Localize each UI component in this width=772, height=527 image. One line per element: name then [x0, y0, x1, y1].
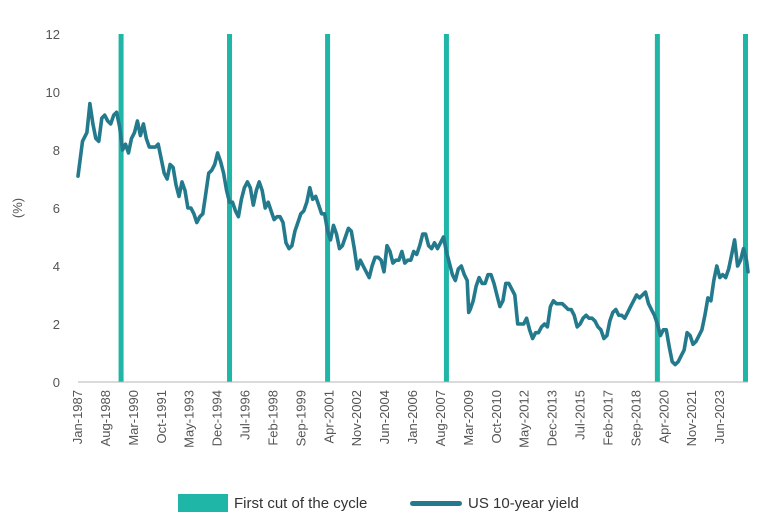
x-tick-label: Nov-2002	[349, 390, 364, 446]
legend-label-yield: US 10-year yield	[468, 494, 579, 512]
legend-swatch-first-cut	[178, 494, 228, 512]
first-cut-bar	[325, 34, 331, 382]
y-tick-label: 4	[53, 259, 60, 274]
y-tick-label: 8	[53, 143, 60, 158]
y-tick-label: 2	[53, 317, 60, 332]
y-axis-ticks: 0 2 4 6 8 10 12	[46, 27, 60, 390]
x-tick-label: Dec-1994	[210, 390, 225, 446]
x-tick-label: Sep-2018	[628, 390, 643, 446]
first-cut-bar	[227, 34, 233, 382]
y-axis-title: (%)	[10, 198, 25, 218]
x-tick-label: Jul-1996	[238, 390, 253, 440]
x-tick-label: Mar-2009	[461, 390, 476, 446]
first-cut-bar	[118, 34, 124, 382]
x-tick-label: Dec-2013	[545, 390, 560, 446]
yield-line-layer	[76, 101, 750, 367]
x-tick-label: Jul-2015	[573, 390, 588, 440]
x-tick-label: Jan-1987	[70, 390, 85, 444]
legend-swatch-yield	[410, 500, 462, 506]
x-tick-label: Aug-2007	[433, 390, 448, 446]
x-tick-label: Feb-2017	[600, 390, 615, 446]
legend-item-yield: US 10-year yield	[410, 490, 579, 516]
yield-line	[76, 101, 750, 367]
x-axis-ticks: Jan-1987 Aug-1988 Mar-1990 Oct-1991 May-1993…	[70, 390, 727, 448]
x-tick-label: Sep-1999	[293, 390, 308, 446]
x-tick-label: Jun-2023	[712, 390, 727, 444]
x-tick-label: Jan-2006	[405, 390, 420, 444]
legend-item-first-cut: First cut of the cycle	[178, 490, 367, 516]
y-tick-label: 10	[46, 85, 60, 100]
x-tick-label: Oct-1991	[154, 390, 169, 443]
x-tick-label: Oct-2010	[489, 390, 504, 443]
x-tick-label: Apr-2001	[321, 390, 336, 443]
first-cut-bars	[118, 34, 748, 382]
y-tick-label: 0	[53, 375, 60, 390]
first-cut-bar	[654, 34, 660, 382]
legend-label-first-cut: First cut of the cycle	[234, 494, 368, 512]
x-tick-label: Apr-2020	[656, 390, 671, 443]
x-tick-label: Jun-2004	[377, 390, 392, 444]
x-tick-label: May-2012	[517, 390, 532, 448]
legend: First cut of the cycle US 10-year yield	[0, 490, 772, 516]
y-tick-label: 6	[53, 201, 60, 216]
x-tick-label: Nov-2021	[684, 390, 699, 446]
x-tick-label: Aug-1988	[98, 390, 113, 446]
x-tick-label: Mar-1990	[126, 390, 141, 446]
x-tick-label: Feb-1998	[265, 390, 280, 446]
x-tick-label: May-1993	[182, 390, 197, 448]
first-cut-bar	[443, 34, 449, 382]
y-tick-label: 12	[46, 27, 60, 42]
first-cut-bar	[743, 34, 748, 382]
